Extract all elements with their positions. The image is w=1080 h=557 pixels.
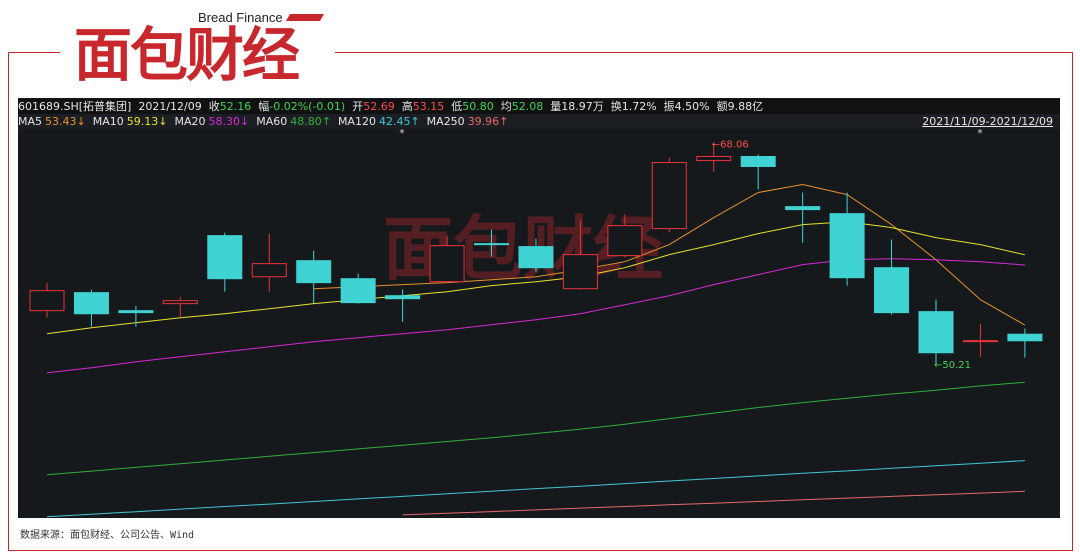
quote-item: 开52.69 [352,100,395,113]
quote-item: 振4.50% [664,100,710,113]
candle-body [918,311,954,354]
logo-bar [285,14,325,21]
date-range: 2021/11/09-2021/12/09 [922,115,1053,128]
quote-date: 2021/12/09 [138,100,202,113]
brand-tagline: Bread Finance [198,10,283,25]
candle-body [874,267,910,314]
candle-body [474,243,509,246]
candle-body [607,225,643,257]
quote-value: 53.15 [412,100,445,113]
quote-label: 换 [610,100,622,113]
legend-value: 42.45↑ [378,115,420,128]
ma-legend: MA5 53.43↓ MA10 59.13↓ MA20 58.30↓ MA60 48.80↑ M… [18,114,1060,129]
chart: 面包财经 **←68.06←50.21 [18,98,1060,518]
quote-value: 52.69 [363,100,395,113]
legend-value: 53.43↓ [45,115,86,128]
annotation: ←50.21 [934,360,971,371]
legend-name: MA20 [174,115,206,128]
quote-value: -0.02%(-0.01) [269,100,346,113]
candle-body [207,235,243,280]
legend-item: MA10 59.13↓ [93,115,168,128]
quote-value: 50.80 [462,100,494,113]
candle-body [962,340,998,343]
source-note: 数据来源：面包财经、公司公告、Wind [20,530,195,541]
candle-body [740,156,776,168]
legend-item: MA120 42.45↑ [338,115,420,128]
quote-item: 收52.16 [209,100,252,113]
quote-label: 幅 [258,100,270,113]
quote-item: 高53.15 [402,100,445,113]
marker: * [978,128,983,139]
legend-value: 58.30↓ [208,115,250,128]
candle-body [829,213,865,279]
ma-line [46,460,1025,518]
quote-item: 量18.97万 [550,100,604,113]
candle-body [73,292,109,315]
candle-body [340,278,376,304]
brand-name: 面包财经 [74,21,300,89]
quote-header: 601689.SH[拓普集团] 2021/12/09 收52.16 幅-0.02%(-… [18,99,1060,114]
quote-value: 1.72% [621,100,657,113]
candle-body [562,254,598,290]
quote-item: 均52.08 [501,100,544,113]
legend-name: MA5 [18,115,43,128]
candle-body [785,206,821,211]
candle-body [29,290,65,312]
legend-item: MA5 53.43↓ [18,115,86,128]
quote-value: 18.97万 [561,100,604,113]
candle-body [696,156,732,162]
quote-label: 均 [500,100,512,113]
legend-value: 59.13↓ [126,115,168,128]
legend-item: MA60 48.80↑ [256,115,331,128]
stock-code: 601689.SH[拓普集团] [18,100,132,113]
quote-label: 振 [663,100,675,113]
quote-label: 量 [550,100,562,113]
quote-item: 幅-0.02%(-0.01) [258,100,345,113]
logo [60,8,335,96]
quote-value: 52.08 [511,100,544,113]
quote-value: 4.50% [674,100,710,113]
candle-body [1007,333,1043,342]
ma-line [46,381,1025,476]
annotation: ←68.06 [712,140,749,151]
quote-label: 开 [352,100,364,113]
overlay: * * ←68.06 ←50.21 [400,128,983,371]
plot-area [29,144,1043,518]
legend-name: MA10 [92,115,124,128]
quote-label: 额 [716,100,728,113]
candle-body [162,300,198,305]
legend-item: MA20 58.30↓ [174,115,249,128]
candle-body [651,162,687,230]
candle-body [118,310,154,314]
candle-body [251,263,287,278]
quote-item: 低50.80 [451,100,494,113]
quote-label: 低 [451,100,463,113]
candle-body [518,246,554,269]
candle-body [385,295,421,300]
legend-name: MA250 [426,115,465,128]
legend-name: MA60 [256,115,288,128]
quote-item: 额9.88亿 [717,100,764,113]
quote-item: 换1.72% [611,100,657,113]
candle-body [296,260,332,284]
candle-body [429,245,465,283]
legend-value: 39.96↑ [467,115,509,128]
ma-line [313,183,1026,326]
legend-name: MA120 [337,115,376,128]
legend-item: MA250 39.96↑ [427,115,509,128]
quote-value: 9.88亿 [727,100,764,113]
ma-line [402,490,1025,516]
frame [8,52,1073,551]
legend-value: 48.80↑ [290,115,331,128]
marker: * [400,128,405,139]
quote-value: 52.16 [219,100,252,113]
quote-label: 收 [208,100,220,113]
quote-label: 高 [401,100,413,113]
